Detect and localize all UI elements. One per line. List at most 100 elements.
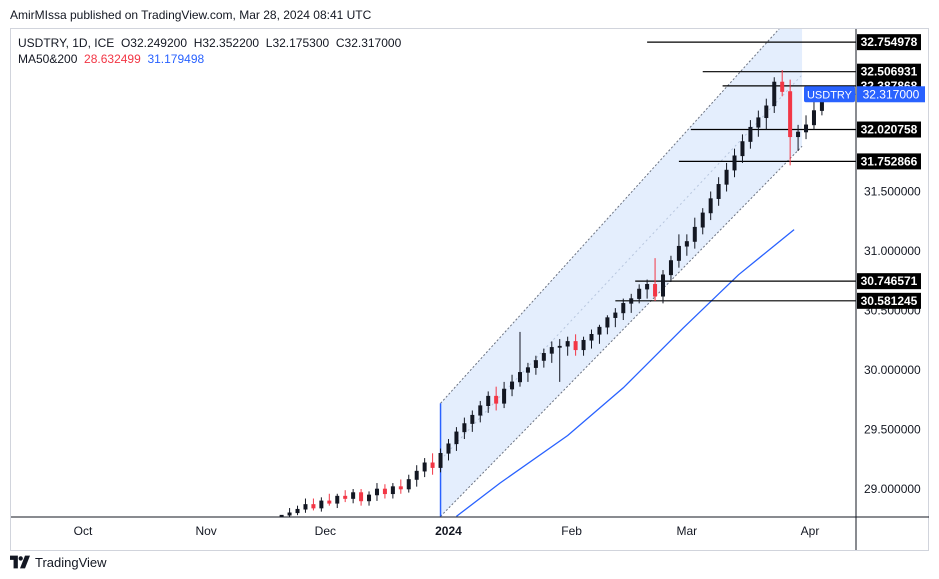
candle-body[interactable] xyxy=(613,312,618,318)
candle-body[interactable] xyxy=(740,141,745,157)
time-tick-label: Apr xyxy=(801,524,820,538)
legend-symbol[interactable]: USDTRY, 1D, ICE xyxy=(18,36,115,50)
level-price-label: 30.746571 xyxy=(861,274,918,288)
candle-body[interactable] xyxy=(351,492,356,499)
attribution: AmirMIssa published on TradingView.com, … xyxy=(10,8,372,22)
candle-body[interactable] xyxy=(668,260,673,276)
candle-body[interactable] xyxy=(653,284,658,297)
candle-body[interactable] xyxy=(335,495,340,504)
candle-body[interactable] xyxy=(708,198,713,214)
candle-body[interactable] xyxy=(478,405,483,416)
candle-body[interactable] xyxy=(645,284,650,290)
price-tick-label: 30.000000 xyxy=(864,363,921,377)
candle-body[interactable] xyxy=(565,341,570,347)
candle-body[interactable] xyxy=(629,298,634,304)
candle-body[interactable] xyxy=(367,494,372,502)
legend-ma200: 31.179498 xyxy=(147,52,205,66)
candle-body[interactable] xyxy=(502,388,507,404)
level-price-badge[interactable] xyxy=(857,273,921,290)
level-price-badge[interactable] xyxy=(857,153,921,170)
symbol-badge-label: USDTRY xyxy=(807,89,853,101)
candle-body[interactable] xyxy=(772,81,777,107)
candle-body[interactable] xyxy=(756,117,761,128)
candle-body[interactable] xyxy=(311,504,316,509)
candle-body[interactable] xyxy=(788,91,793,138)
candle-body[interactable] xyxy=(398,486,403,490)
candle-body[interactable] xyxy=(804,124,809,133)
candle-body[interactable] xyxy=(557,345,562,348)
candle-body[interactable] xyxy=(573,341,578,351)
candle-body[interactable] xyxy=(279,514,284,517)
candle-body[interactable] xyxy=(525,367,530,373)
candle-body[interactable] xyxy=(676,245,681,261)
candle-body[interactable] xyxy=(684,241,689,247)
candle-body[interactable] xyxy=(327,500,332,504)
candle-body[interactable] xyxy=(406,479,411,490)
footer: TradingView xyxy=(10,553,107,571)
candle-body[interactable] xyxy=(462,423,467,433)
candle-body[interactable] xyxy=(486,395,491,406)
candle-body[interactable] xyxy=(661,274,666,297)
candle-body[interactable] xyxy=(374,488,379,496)
candle-body[interactable] xyxy=(446,443,451,454)
level-price-badge[interactable] xyxy=(857,34,921,51)
candle-body[interactable] xyxy=(796,131,801,138)
candle-body[interactable] xyxy=(303,504,308,510)
candle-body[interactable] xyxy=(510,381,515,390)
legend-open: 32.249200 xyxy=(130,36,188,50)
candle-body[interactable] xyxy=(533,360,538,368)
candle-body[interactable] xyxy=(319,500,324,509)
level-price-badge[interactable] xyxy=(857,292,921,309)
candle-body[interactable] xyxy=(390,486,395,495)
candle-body[interactable] xyxy=(732,155,737,171)
price-tick-label: 29.000000 xyxy=(864,482,921,496)
candle-body[interactable] xyxy=(295,508,300,514)
level-price-badge[interactable] xyxy=(857,121,921,138)
candle-body[interactable] xyxy=(637,288,642,299)
candle-body[interactable] xyxy=(692,226,697,242)
candle-body[interactable] xyxy=(422,462,427,472)
candle-body[interactable] xyxy=(724,169,729,185)
level-price-badge[interactable] xyxy=(857,63,921,80)
time-tick-label: Nov xyxy=(195,524,216,538)
candle-body[interactable] xyxy=(811,110,816,126)
chart-frame xyxy=(10,28,929,551)
ma200-line[interactable] xyxy=(456,229,795,517)
candle-body[interactable] xyxy=(343,495,348,499)
candle-body[interactable] xyxy=(597,326,602,335)
candle-body[interactable] xyxy=(359,492,364,502)
candle-body[interactable] xyxy=(549,347,554,354)
candle-body[interactable] xyxy=(780,81,785,92)
time-tick-label: Mar xyxy=(677,524,698,538)
candle-body[interactable] xyxy=(605,317,610,328)
footer-brand[interactable]: TradingView xyxy=(35,554,107,570)
legend-close: 32.317000 xyxy=(344,36,402,50)
candle-body[interactable] xyxy=(494,395,499,404)
candle-body[interactable] xyxy=(470,414,475,424)
candle-body[interactable] xyxy=(621,303,626,314)
symbol-badge[interactable] xyxy=(804,86,855,103)
legend-low-label: L xyxy=(265,36,273,50)
candle-body[interactable] xyxy=(589,333,594,341)
candle-body[interactable] xyxy=(287,512,292,516)
candle-body[interactable] xyxy=(764,105,769,119)
plot-area[interactable] xyxy=(279,3,856,517)
candle-body[interactable] xyxy=(581,339,586,351)
candle-body[interactable] xyxy=(430,462,435,468)
candle-body[interactable] xyxy=(414,470,419,480)
level-price-label: 32.020758 xyxy=(861,123,918,137)
legend-ma-label[interactable]: MA50&200 xyxy=(18,52,78,66)
candle-body[interactable] xyxy=(748,126,753,142)
channel-upper-line[interactable] xyxy=(440,3,803,404)
current-price-badge[interactable] xyxy=(857,86,925,103)
legend-high: 32.352200 xyxy=(202,36,260,50)
candle-body[interactable] xyxy=(700,212,705,228)
candle-body[interactable] xyxy=(541,353,546,361)
candle-body[interactable] xyxy=(517,372,522,383)
candle-body[interactable] xyxy=(454,431,459,445)
candle-body[interactable] xyxy=(382,488,387,495)
candle-body[interactable] xyxy=(716,184,721,199)
candle-body[interactable] xyxy=(438,452,443,468)
time-tick-label: Dec xyxy=(315,524,336,538)
